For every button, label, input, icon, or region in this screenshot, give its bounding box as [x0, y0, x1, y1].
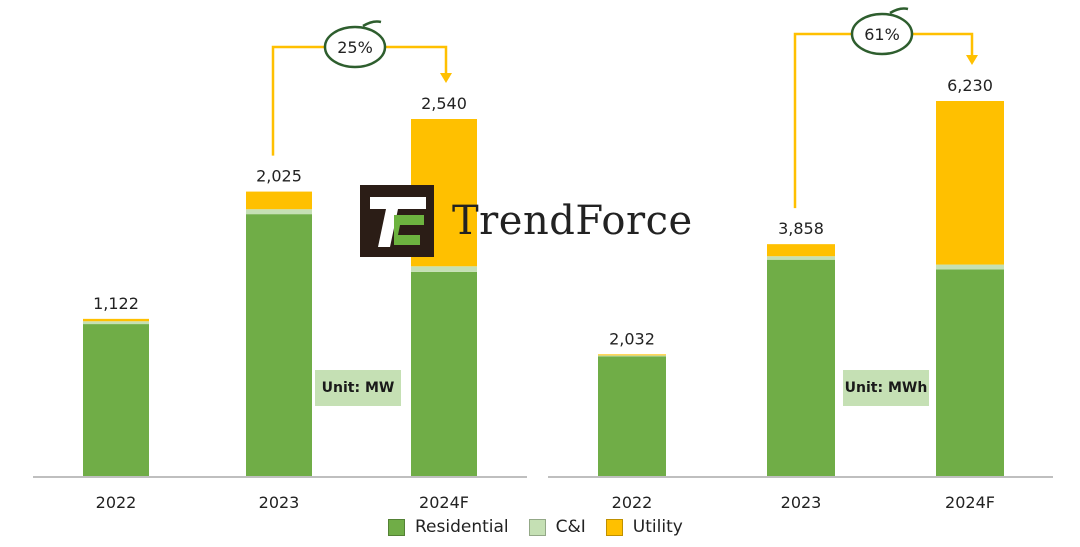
bar-residential-2024f — [936, 269, 1004, 477]
legend-label-residential: Residential — [415, 517, 509, 537]
bar-ci-2024f — [936, 264, 1004, 270]
x-tick-2024f: 2024F — [945, 493, 995, 512]
bar-ci-2023 — [767, 256, 835, 260]
growth-ring — [850, 12, 914, 56]
bar-residential-2022 — [598, 356, 666, 477]
total-label-2023: 3,858 — [778, 219, 824, 238]
chart-installed-capacity: 1,122 2022 2,025 2023 2,540 2024F 25% — [33, 20, 527, 512]
total-label-2022: 2,032 — [609, 329, 655, 348]
bar-ci-2022 — [598, 355, 666, 357]
bar-ci-2024f — [411, 266, 477, 272]
x-tick-2022: 2022 — [612, 493, 653, 512]
unit-label-mwh-text: Unit: MWh — [844, 380, 928, 396]
bar-utility-2024f — [936, 101, 1004, 265]
unit-label-mw: Unit: MW — [315, 370, 401, 406]
growth-label: 25% — [337, 38, 373, 57]
bar-ci-2022 — [83, 321, 149, 325]
bar-ci-2023 — [246, 209, 312, 215]
unit-label-mw-text: Unit: MW — [321, 380, 395, 396]
x-tick-2023: 2023 — [781, 493, 822, 512]
legend-item-residential: Residential — [388, 517, 509, 537]
growth-ring — [323, 25, 387, 69]
bar-residential-2023 — [767, 259, 835, 477]
total-label-2024f: 2,540 — [421, 94, 467, 113]
x-tick-2024f: 2024F — [419, 493, 469, 512]
legend-label-ci: C&I — [555, 517, 586, 537]
bar-utility-2023 — [767, 244, 835, 257]
growth-ring-flourish — [362, 20, 382, 28]
growth-arrow-head — [966, 55, 978, 65]
trendforce-watermark: TrendForce — [360, 185, 693, 257]
legend-label-utility: Utility — [632, 517, 683, 537]
x-tick-2022: 2022 — [96, 493, 137, 512]
bar-residential-2024f — [411, 271, 477, 477]
bar-utility-2022 — [83, 318, 149, 322]
legend-item-utility: Utility — [605, 517, 683, 537]
growth-arrow-head — [440, 73, 452, 83]
unit-label-mwh: Unit: MWh — [843, 370, 929, 406]
legend-swatch-utility — [605, 518, 623, 536]
bar-utility-2022 — [598, 354, 666, 356]
trendforce-logo-icon — [360, 185, 434, 257]
bar-residential-2023 — [246, 214, 312, 477]
watermark-text: TrendForce — [452, 198, 693, 244]
legend-swatch-residential — [388, 518, 405, 536]
legend-item-ci: C&I — [528, 517, 586, 537]
total-label-2024f: 6,230 — [947, 76, 993, 95]
legend-swatch-ci — [528, 518, 546, 536]
legend: Residential C&I Utility — [388, 516, 703, 538]
growth-label: 61% — [864, 25, 900, 44]
growth-ring-flourish — [889, 7, 909, 15]
bar-residential-2022 — [83, 324, 149, 477]
x-tick-2023: 2023 — [259, 493, 300, 512]
total-label-2023: 2,025 — [256, 167, 302, 186]
total-label-2022: 1,122 — [93, 294, 139, 313]
bar-utility-2023 — [246, 191, 312, 210]
chart-storage-capacity: 2,032 2022 3,858 2023 6,230 2024F 61% — [548, 7, 1053, 512]
